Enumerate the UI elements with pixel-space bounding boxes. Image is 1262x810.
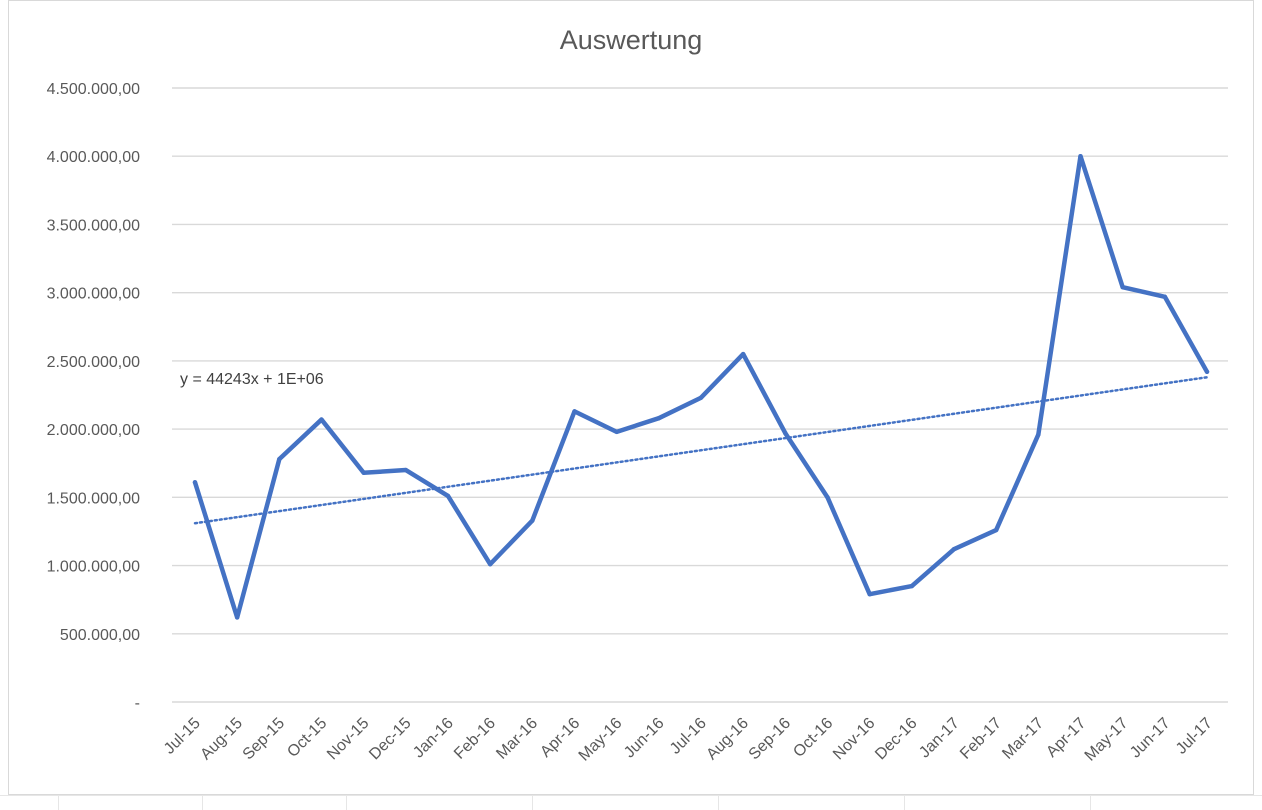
data-point <box>234 615 240 620</box>
data-point <box>825 495 830 500</box>
y-tick-label: 2.500.000,00 <box>47 354 141 371</box>
data-point <box>867 592 872 597</box>
y-tick-label: 4.000.000,00 <box>47 149 141 166</box>
gridlines <box>172 87 1228 703</box>
y-tick-label: 4.500.000,00 <box>47 81 141 98</box>
data-point <box>614 429 619 435</box>
data-point <box>319 417 324 422</box>
y-tick-label: 1.000.000,00 <box>47 559 141 576</box>
data-point <box>445 493 451 499</box>
data-point <box>740 351 746 357</box>
x-tick-label: Nov-15 <box>324 715 373 764</box>
sheet-column-line <box>1090 795 1091 810</box>
sheet-row-line <box>0 795 1262 796</box>
data-point <box>403 467 409 473</box>
x-tick-label: Jun-16 <box>621 715 668 762</box>
x-tick-label: Dec-15 <box>366 715 415 764</box>
trendline-equation-label: y = 44243x + 1E+06 <box>180 371 324 388</box>
x-tick-label: Dec-16 <box>872 715 921 764</box>
x-tick-label: Feb-17 <box>957 715 1005 763</box>
y-axis-ticks: - 500.000,00 1.000.000,00 1.500.000,00 2.000… <box>47 81 141 712</box>
data-point <box>656 415 662 421</box>
x-tick-label: Aug-15 <box>197 715 246 764</box>
data-point <box>1078 154 1083 159</box>
x-axis-ticks: Jul-15Aug-15Sep-15Oct-15Nov-15Dec-15Jan-… <box>161 715 1216 765</box>
data-point <box>1162 294 1168 299</box>
y-tick-label: 1.500.000,00 <box>47 490 141 507</box>
data-point <box>530 518 535 523</box>
sheet-column-line <box>532 795 533 810</box>
data-point <box>361 470 366 475</box>
x-tick-label: Jan-16 <box>410 715 457 762</box>
x-tick-label: Jun-17 <box>1127 715 1174 762</box>
data-point <box>572 409 577 414</box>
x-tick-label: May-17 <box>1082 715 1132 765</box>
x-tick-label: Mar-16 <box>493 715 541 763</box>
data-point <box>1120 285 1125 290</box>
x-tick-label: Jan-17 <box>916 715 963 762</box>
x-tick-label: Oct-16 <box>790 715 836 761</box>
x-tick-label: Jul-17 <box>1173 715 1216 758</box>
data-point <box>783 431 788 436</box>
y-tick-label: - <box>135 695 140 712</box>
x-tick-label: Sep-16 <box>746 715 795 764</box>
sheet-column-line <box>904 795 905 810</box>
data-point <box>192 480 198 485</box>
sheet-column-line <box>202 795 203 810</box>
sheet-column-line <box>718 795 719 810</box>
chart-title: Auswertung <box>560 25 703 55</box>
data-point <box>1036 432 1041 437</box>
x-tick-label: Nov-16 <box>830 715 879 764</box>
data-point <box>951 546 957 552</box>
data-point <box>487 561 493 567</box>
data-point <box>909 583 915 589</box>
x-tick-label: Feb-16 <box>451 715 499 763</box>
x-tick-label: Oct-15 <box>284 715 330 761</box>
series-points <box>192 154 1210 620</box>
sheet-column-line <box>58 795 59 810</box>
x-tick-label: Aug-16 <box>703 715 752 764</box>
y-tick-label: 2.000.000,00 <box>47 422 141 439</box>
y-tick-label: 500.000,00 <box>60 627 140 644</box>
data-point <box>277 456 282 462</box>
x-tick-label: Mar-17 <box>999 715 1047 763</box>
y-tick-label: 3.000.000,00 <box>47 286 141 303</box>
x-tick-label: May-16 <box>576 715 626 765</box>
y-tick-label: 3.500.000,00 <box>47 217 141 234</box>
data-point <box>698 395 704 400</box>
chart-area[interactable] <box>8 0 1254 795</box>
sheet-column-line <box>346 795 347 810</box>
trendline <box>193 376 1209 525</box>
x-tick-label: Sep-15 <box>240 715 289 764</box>
data-point <box>1204 369 1210 375</box>
series-line <box>192 153 1210 620</box>
data-point <box>993 527 999 533</box>
